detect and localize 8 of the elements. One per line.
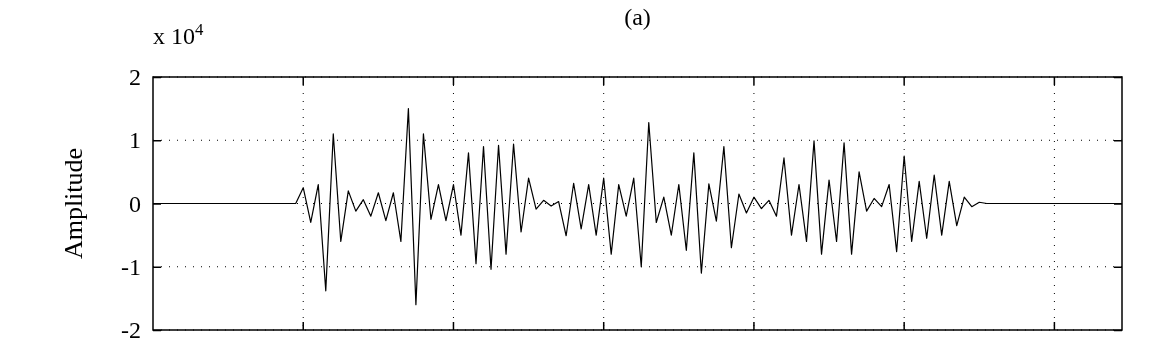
y-axis-title: Amplitude — [59, 147, 88, 260]
y-tick-label: 1 — [129, 127, 141, 154]
chart-title: (a) — [624, 4, 651, 30]
text: x 10$^{4}$ — [153, 19, 204, 49]
y-tick-label: 0 — [129, 190, 141, 217]
y-tick-label: 2 — [129, 64, 141, 91]
y-tick-label: -1 — [121, 253, 141, 280]
y-tick-label: -2 — [121, 317, 141, 344]
